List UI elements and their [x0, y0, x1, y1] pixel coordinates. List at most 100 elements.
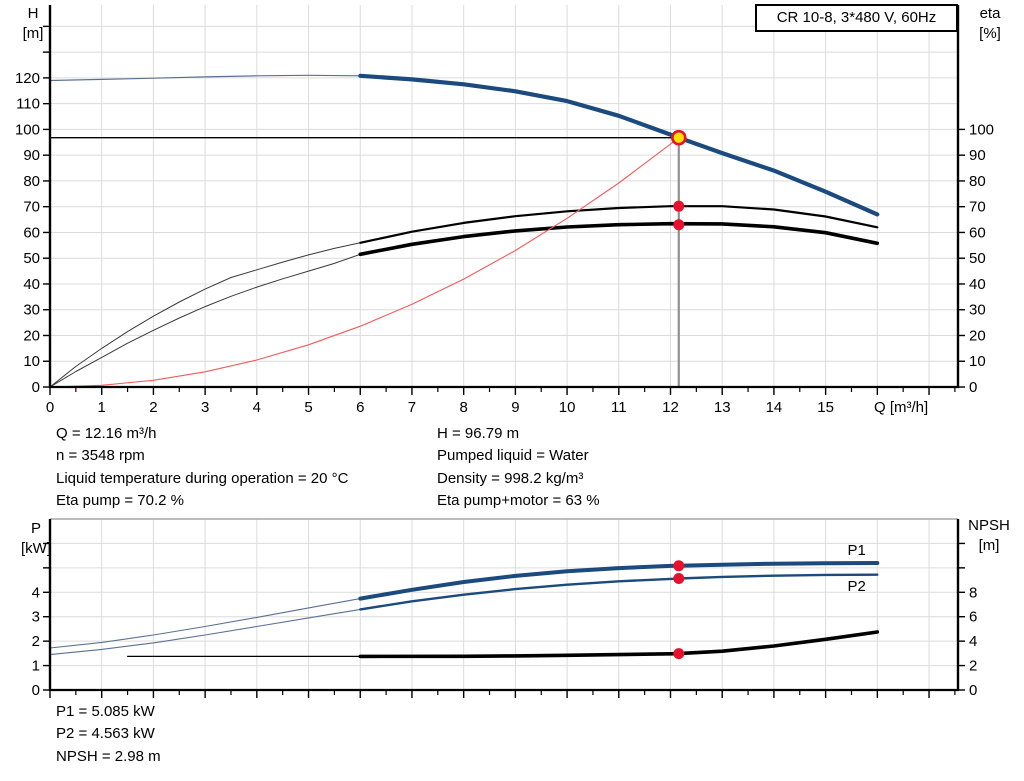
info-p2: P2 = 4.563 kW [56, 725, 155, 743]
left-tick-label: 10 [23, 353, 40, 370]
right-tick-label: 100 [969, 121, 994, 138]
info-n: n = 3548 rpm [56, 447, 145, 465]
info-q: Q = 12.16 m³/h [56, 425, 157, 442]
right-tick-label: 40 [969, 276, 986, 293]
right-tick-label: 0 [969, 682, 977, 699]
right-tick-label: 70 [969, 199, 986, 216]
left-tick-label: 50 [23, 250, 40, 267]
x-tick-label: 8 [459, 399, 467, 416]
p2-curve-thin [49, 608, 361, 656]
p2-dot [673, 573, 685, 585]
eta-pump-motor-curve [358, 221, 880, 257]
x-tick-label: 7 [408, 399, 416, 416]
eta-pump-curve-thin [49, 242, 361, 388]
head-curve-thin [49, 74, 361, 82]
npsh-axis-name: NPSH [968, 517, 1010, 534]
info-pumped-liquid: Pumped liquid = Water [437, 447, 589, 465]
left-tick-label: 20 [23, 327, 40, 344]
series-label-p1: P1 [847, 542, 865, 559]
p-axis-name: P [30, 520, 41, 537]
p2-curve [359, 573, 879, 611]
x-tick-label: 10 [559, 399, 576, 416]
eta-pump-dot [673, 200, 685, 212]
power-npsh-chart: 0 1 2 3 4 0 2 4 6 8 P1 P2 [32, 518, 977, 699]
left-axis-title-p: P [kW] [14, 519, 58, 559]
left-tick-label: 80 [23, 173, 40, 190]
npsh-dot [673, 648, 685, 660]
x-axis-title-q: Q [m³/h] [874, 399, 929, 416]
info-liquid-temp: Liquid temperature during operation = 20… [56, 469, 349, 487]
left-tick-label: 60 [23, 224, 40, 241]
right-tick-label: 20 [969, 327, 986, 344]
npsh-axis-unit: [m] [978, 537, 1000, 554]
right-tick-label: 2 [969, 658, 977, 675]
x-tick-label: 1 [98, 399, 106, 416]
duty-info-right: H = 96.79 m Pumped liquid = Water Densit… [437, 423, 600, 513]
h-axis-name: H [27, 5, 39, 22]
x-tick-label: 11 [611, 399, 627, 416]
x-tick-label: 3 [201, 399, 209, 416]
left-tick-label: 4 [32, 584, 40, 601]
left-tick-label: 0 [32, 682, 40, 699]
right-tick-label: 8 [969, 584, 977, 601]
right-tick-label: 10 [969, 353, 986, 370]
left-tick-label: 100 [15, 121, 40, 138]
right-tick-label: 50 [969, 250, 986, 267]
x-tick-label: 14 [766, 399, 783, 416]
p1-curve-thin [49, 598, 361, 649]
power-info: P1 = 5.085 kW P2 = 4.563 kW NPSH = 2.98 … [56, 701, 161, 768]
info-npsh: NPSH = 2.98 m [56, 747, 161, 765]
left-tick-label: 90 [23, 147, 40, 164]
x-tick-label: 2 [149, 399, 157, 416]
eta-pump-motor-curve-thin [49, 253, 361, 388]
info-eta-pump-motor: Eta pump+motor = 63 % [437, 492, 600, 510]
left-tick-label: 70 [23, 199, 40, 216]
system-curve [49, 137, 680, 388]
p1-curve [358, 561, 880, 601]
eta-pump-motor-dot [673, 219, 685, 231]
eta-pump-curve [359, 205, 879, 244]
x-tick-label: 9 [511, 399, 519, 416]
pump-type-box: CR 10-8, 3*480 V, 60Hz [755, 4, 958, 32]
left-tick-label: 0 [32, 379, 40, 396]
right-tick-label: 0 [969, 379, 977, 396]
left-tick-label: 110 [16, 96, 40, 113]
x-tick-label: 0 [46, 399, 54, 416]
hq-efficiency-chart: 0102030405060708090100110120010203040506… [15, 5, 994, 416]
x-tick-label: 6 [356, 399, 364, 416]
info-p1: P1 = 5.085 kW [56, 703, 155, 720]
series-label-p2: P2 [847, 578, 865, 595]
x-tick-label: 15 [817, 399, 834, 416]
p1-dot [673, 560, 685, 572]
right-tick-label: 80 [969, 173, 986, 190]
left-tick-label: 2 [32, 633, 40, 650]
duty-info-left: Q = 12.16 m³/h n = 3548 rpm Liquid tempe… [56, 423, 348, 513]
duty-point-marker[interactable] [670, 129, 687, 146]
left-tick-label: 1 [32, 658, 40, 675]
left-tick-label: 3 [32, 609, 40, 626]
x-tick-label: 4 [253, 399, 261, 416]
right-tick-label: 90 [969, 147, 986, 164]
info-density: Density = 998.2 kg/m³ [437, 469, 584, 487]
eta-axis-name: eta [979, 5, 1001, 22]
right-axis-title-eta: eta [%] [968, 4, 1012, 44]
head-curve [358, 73, 880, 217]
x-tick-label: 5 [304, 399, 312, 416]
eta-axis-unit: [%] [979, 25, 1001, 42]
npsh-curve [358, 630, 880, 659]
p-axis-unit: [kW] [21, 540, 51, 557]
right-tick-label: 4 [969, 633, 977, 650]
h-axis-unit: [m] [22, 25, 44, 42]
left-tick-label: 120 [15, 70, 40, 87]
x-tick-label: 12 [662, 399, 679, 416]
x-tick-label: 13 [714, 399, 731, 416]
right-tick-label: 6 [969, 609, 977, 626]
info-eta-pump: Eta pump = 70.2 % [56, 492, 184, 510]
right-tick-label: 60 [969, 224, 986, 241]
left-tick-label: 40 [23, 276, 40, 293]
right-tick-label: 30 [969, 302, 986, 319]
left-tick-label: 30 [23, 302, 40, 319]
info-h: H = 96.79 m [437, 425, 520, 442]
